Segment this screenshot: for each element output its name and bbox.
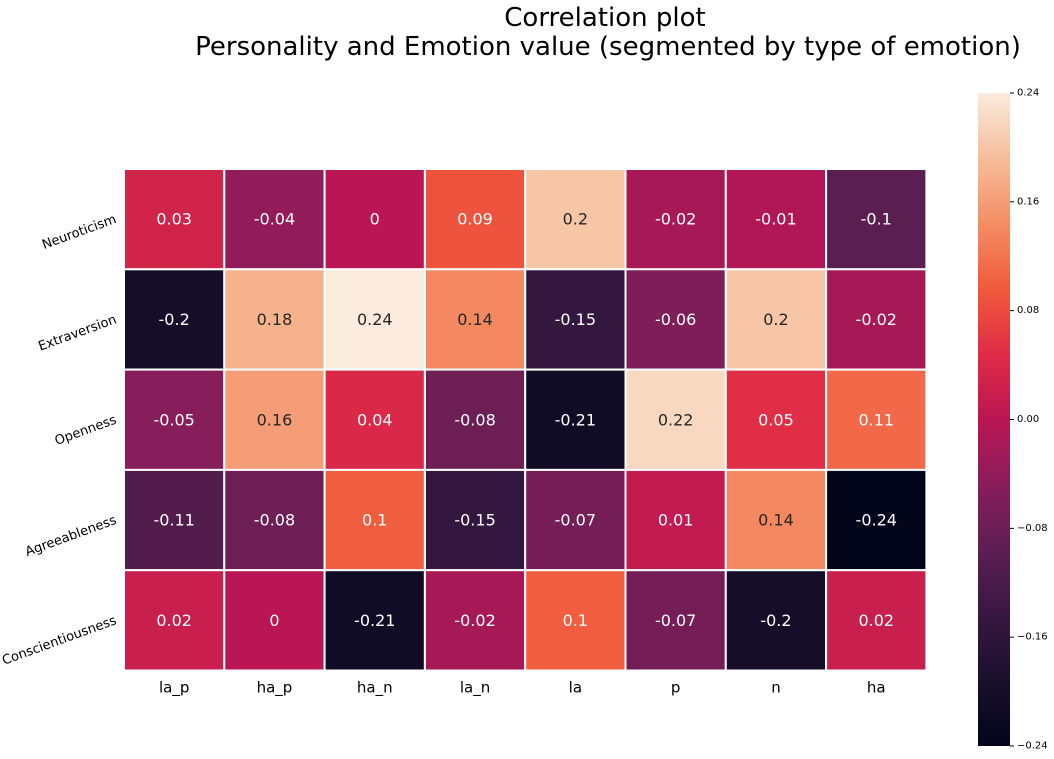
cell-value-label: 0.02 [156, 611, 192, 630]
heatmap-cell [223, 268, 326, 371]
heatmap-cell [825, 569, 928, 672]
heatmap-cell [724, 468, 828, 572]
heatmap-cell [825, 368, 928, 471]
colorbar: 0.24 0.16 0.08 0.00 −0.08 −0.16 −0.24 [978, 88, 1048, 752]
heatmap-cell [423, 368, 527, 471]
heatmap-cell [624, 368, 727, 471]
column-label: la_p [159, 679, 189, 698]
colorbar-tick-label: 0.08 [1017, 305, 1039, 316]
row-label: Openness [53, 413, 119, 449]
heatmap-cell [825, 168, 928, 271]
heatmap-cell [423, 468, 527, 572]
cell-value-label: -0.21 [354, 611, 395, 630]
cell-value-label: 0.16 [257, 410, 293, 429]
heatmap-cell [624, 268, 727, 371]
heatmap-cell [323, 468, 426, 572]
cell-value-label: -0.11 [153, 511, 194, 530]
row-axis-labels: Neuroticism Extraversion Openness Agreeable… [0, 212, 119, 669]
cell-value-label: 0.14 [758, 511, 794, 530]
cell-value-label: 0.18 [257, 310, 293, 329]
heatmap-cell [123, 168, 226, 271]
row-label: Conscientiousness [0, 613, 119, 668]
heatmap-cell [423, 268, 527, 371]
heatmap-cell [323, 368, 426, 471]
cell-value-label: 0.05 [758, 410, 794, 429]
column-label: ha_p [257, 679, 293, 698]
column-axis-labels: la_p ha_p ha_n la_n la p n ha [159, 679, 886, 698]
column-label: ha [867, 679, 886, 697]
column-label: p [671, 679, 681, 697]
cell-value-label: 0.04 [357, 410, 393, 429]
cell-value-label: -0.08 [454, 410, 495, 429]
cell-value-label: -0.02 [856, 310, 897, 329]
heatmap-cell [524, 468, 627, 572]
cell-value-label: 0.01 [658, 511, 694, 530]
cell-value-label: 0.24 [357, 310, 393, 329]
chart-title-line-2: Personality and Emotion value (segmented… [195, 32, 1021, 62]
chart-title: Correlation plot Personality and Emotion… [195, 3, 1021, 62]
cell-value-label: 0.14 [457, 310, 493, 329]
heatmap-cell [223, 368, 326, 471]
colorbar-gradient [978, 93, 1010, 746]
cell-value-label: 0.1 [563, 611, 588, 630]
cell-value-label: -0.04 [254, 210, 295, 229]
cell-value-label: 0.11 [858, 410, 894, 429]
cell-value-label: -0.24 [856, 511, 897, 530]
heatmap-cell [724, 368, 828, 471]
heatmap-cell-labels: 0.03 -0.04 0 0.09 0.2 -0.02 -0.01 -0.1 -0.2 0.18 0… [153, 210, 897, 630]
cell-value-label: -0.1 [861, 210, 892, 229]
cell-value-label: -0.15 [454, 511, 495, 530]
cell-value-label: 0 [370, 210, 380, 229]
colorbar-tick-label: 0.00 [1017, 414, 1039, 425]
cell-value-label: -0.15 [555, 310, 596, 329]
heatmap-cell [323, 569, 426, 672]
row-label: Extraversion [36, 312, 118, 354]
colorbar-tick-label: −0.16 [1017, 632, 1048, 643]
cell-value-label: 0.09 [457, 210, 493, 229]
heatmap-cells [123, 168, 928, 672]
heatmap-cell [624, 569, 727, 672]
cell-value-label: -0.21 [555, 410, 596, 429]
cell-value-label: 0.2 [563, 210, 588, 229]
cell-value-label: -0.07 [655, 611, 696, 630]
heatmap-cell [223, 569, 326, 672]
heatmap-cell [524, 569, 627, 672]
cell-value-label: -0.01 [755, 210, 796, 229]
heatmap-cell [724, 569, 828, 672]
cell-value-label: 0.1 [362, 511, 387, 530]
column-label: la [569, 679, 582, 697]
cell-value-label: -0.08 [254, 511, 295, 530]
colorbar-tick-label: 0.16 [1017, 196, 1039, 207]
heatmap-cell [323, 168, 426, 271]
cell-value-label: -0.06 [655, 310, 696, 329]
row-label: Agreeableness [23, 513, 118, 560]
cell-value-label: 0.22 [658, 410, 694, 429]
cell-value-label: -0.2 [760, 611, 791, 630]
row-label: Neuroticism [40, 212, 118, 253]
cell-value-label: 0.02 [858, 611, 894, 630]
cell-value-label: -0.02 [655, 210, 696, 229]
heatmap-cell [123, 368, 226, 471]
cell-value-label: 0.03 [156, 210, 192, 229]
cell-value-label: 0 [269, 611, 279, 630]
cell-value-label: -0.2 [159, 310, 190, 329]
column-label: n [771, 679, 781, 697]
cell-value-label: -0.05 [153, 410, 194, 429]
heatmap-cell [223, 168, 326, 271]
heatmap-cell [624, 168, 727, 271]
colorbar-tick-label: −0.24 [1017, 741, 1048, 752]
heatmap-cell [524, 368, 627, 471]
colorbar-tick-label: −0.08 [1017, 523, 1048, 534]
colorbar-tick-label: 0.24 [1017, 88, 1039, 99]
colorbar-ticks: 0.24 0.16 0.08 0.00 −0.08 −0.16 −0.24 [1010, 88, 1048, 752]
cell-value-label: -0.02 [454, 611, 495, 630]
heatmap-cell [423, 569, 527, 672]
cell-value-label: 0.2 [763, 310, 788, 329]
heatmap-cell [825, 268, 928, 371]
column-label: ha_n [357, 679, 393, 698]
chart-title-line-1: Correlation plot [504, 3, 705, 33]
column-label: la_n [460, 679, 490, 698]
cell-value-label: -0.07 [555, 511, 596, 530]
